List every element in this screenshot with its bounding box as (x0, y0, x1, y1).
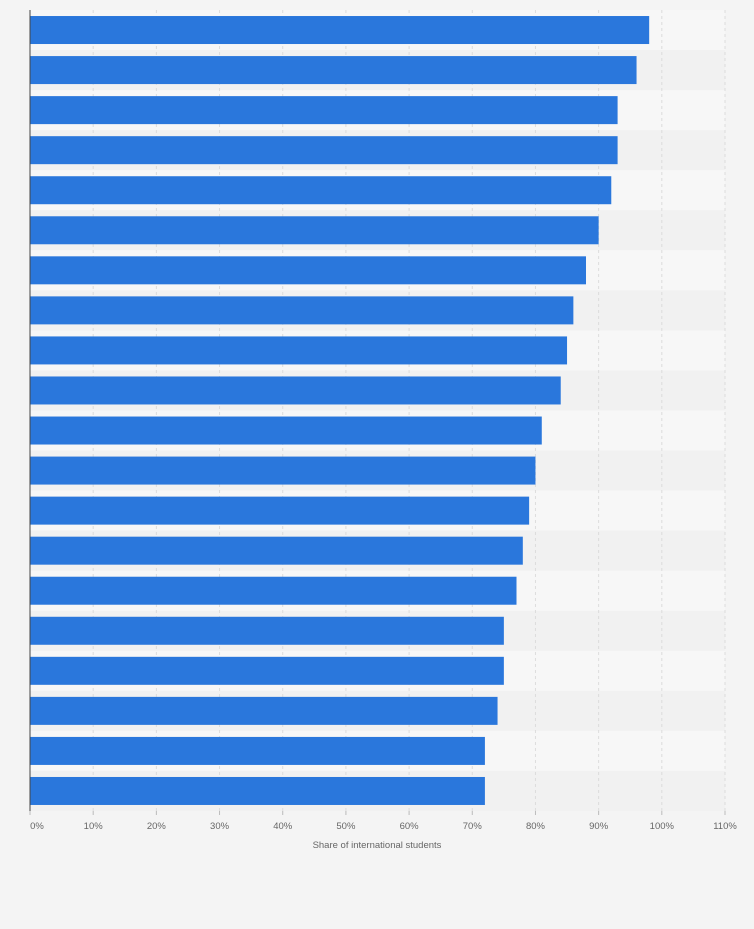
bar[interactable] (30, 296, 574, 325)
x-tick-label: 50% (336, 821, 356, 832)
bar[interactable] (30, 376, 561, 405)
bar[interactable] (30, 336, 568, 365)
x-tick-label: 20% (147, 821, 167, 832)
bar[interactable] (30, 96, 618, 125)
bar[interactable] (30, 136, 618, 165)
x-tick-label: 110% (713, 821, 737, 832)
x-tick-label: 80% (526, 821, 546, 832)
bar[interactable] (30, 576, 517, 605)
x-tick-label: 0% (30, 821, 44, 832)
bar[interactable] (30, 696, 498, 725)
bar[interactable] (30, 656, 504, 685)
x-tick-label: 100% (650, 821, 675, 832)
bar[interactable] (30, 496, 530, 525)
bar[interactable] (30, 56, 637, 85)
bar[interactable] (30, 776, 485, 805)
bar[interactable] (30, 456, 536, 485)
x-tick-label: 60% (400, 821, 420, 832)
x-tick-label: 30% (210, 821, 230, 832)
x-tick-label: 90% (589, 821, 609, 832)
bar[interactable] (30, 176, 612, 205)
bar[interactable] (30, 216, 599, 245)
bar[interactable] (30, 16, 650, 45)
bar[interactable] (30, 536, 523, 565)
x-tick-label: 70% (463, 821, 483, 832)
bar[interactable] (30, 416, 542, 445)
x-tick-label: 10% (84, 821, 104, 832)
bar[interactable] (30, 256, 586, 285)
x-tick-label: 40% (273, 821, 293, 832)
x-axis-label: Share of international students (313, 840, 442, 851)
bars (30, 16, 650, 805)
bar[interactable] (30, 616, 504, 645)
plot-background (30, 10, 725, 811)
bar[interactable] (30, 736, 485, 765)
x-axis-ticks: 0% 10% 20% 30% 40% 50% 60% 70% 80% 90% 100% 110% (29, 811, 737, 832)
